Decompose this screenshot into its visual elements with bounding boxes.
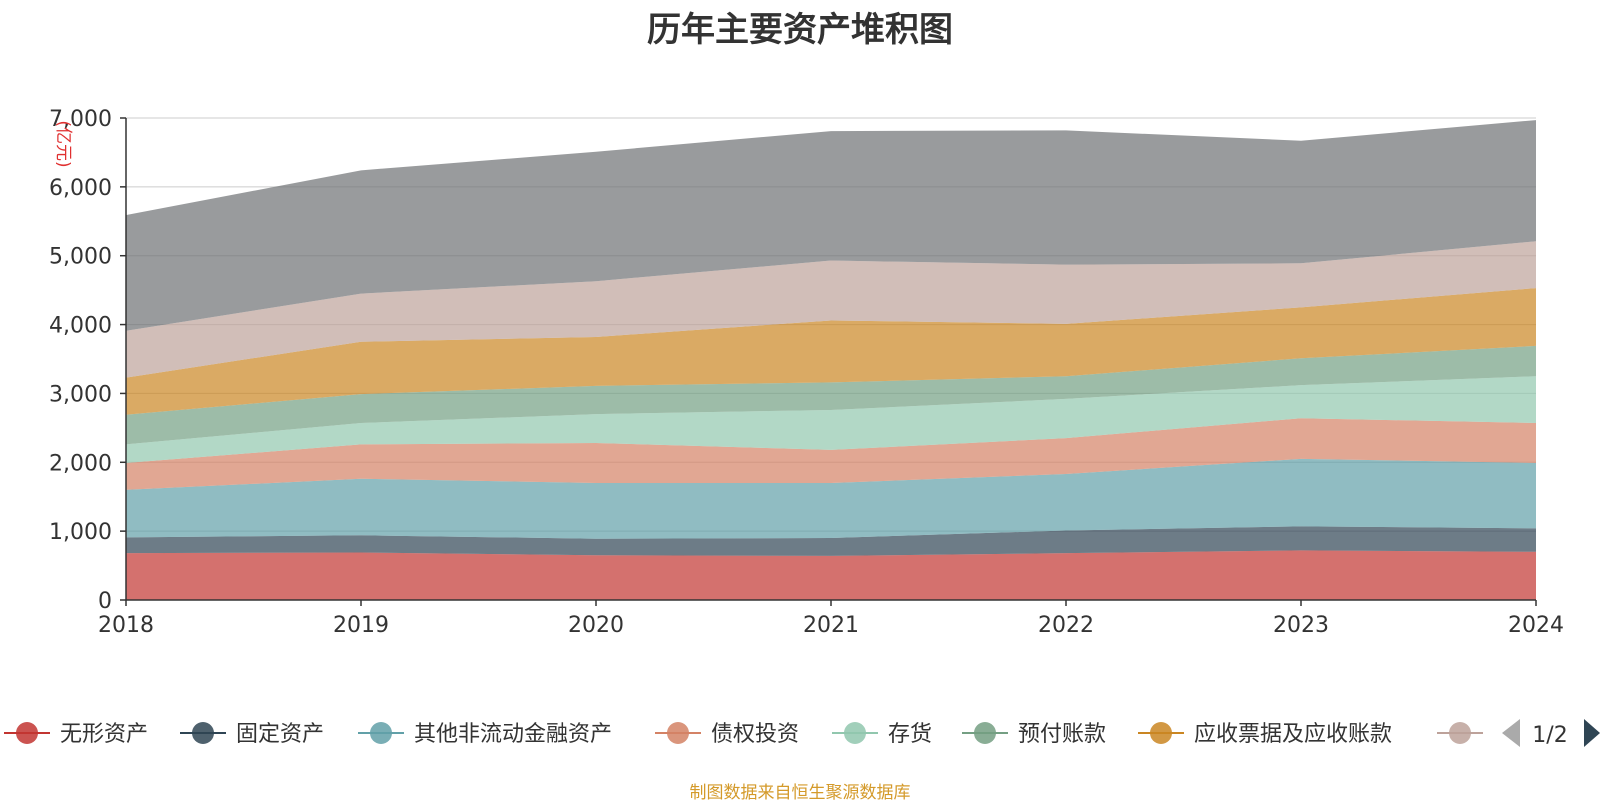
legend-label-3[interactable]: 债权投资: [711, 722, 799, 747]
area-series-5: [126, 345, 1536, 445]
legend-pager: 1/2: [1502, 719, 1600, 748]
legend-label-4[interactable]: 存货: [888, 722, 932, 747]
y-tick-label: 2,000: [49, 451, 112, 476]
legend-marker-6[interactable]: [1150, 722, 1172, 744]
y-tick-label: 5,000: [49, 245, 112, 270]
x-tick-label: 2021: [803, 613, 859, 638]
y-tick-label: 1,000: [49, 520, 112, 545]
legend: 无形资产 固定资产 其他非流动金融资产 债权投资 存货 预付账款 应收票据及应收账款: [4, 722, 1483, 747]
legend-label-1[interactable]: 固定资产: [236, 722, 324, 747]
chart-title: 历年主要资产堆积图: [647, 10, 953, 50]
legend-marker-4[interactable]: [844, 722, 866, 744]
x-tick-label: 2023: [1273, 613, 1329, 638]
area-series-3: [126, 418, 1536, 490]
x-ticks: 2018 2019 2020 2021 2022 2023 2024: [98, 600, 1564, 638]
area-series-8: [126, 120, 1536, 331]
x-tick-label: 2020: [568, 613, 624, 638]
legend-label-6[interactable]: 应收票据及应收账款: [1194, 722, 1392, 747]
y-axis-unit-label: (亿元): [53, 120, 73, 167]
legend-marker-3[interactable]: [667, 722, 689, 744]
x-tick-label: 2024: [1508, 613, 1564, 638]
legend-marker-2[interactable]: [370, 722, 392, 744]
y-tick-label: 7,000: [49, 107, 112, 132]
data-source-note: 制图数据来自恒生聚源数据库: [689, 783, 911, 803]
x-tick-label: 2022: [1038, 613, 1094, 638]
legend-prev-page-icon[interactable]: [1502, 719, 1520, 747]
legend-marker-1[interactable]: [192, 722, 214, 744]
area-series-1: [126, 526, 1536, 556]
legend-marker-5[interactable]: [974, 722, 996, 744]
legend-label-5[interactable]: 预付账款: [1018, 722, 1106, 747]
area-series-4: [126, 376, 1536, 463]
legend-page-indicator: 1/2: [1532, 723, 1567, 748]
legend-label-0[interactable]: 无形资产: [60, 722, 148, 747]
y-tick-label: 4,000: [49, 314, 112, 339]
stacked-areas: [126, 120, 1536, 600]
y-tick-label: 0: [98, 589, 112, 614]
y-ticks: 0 1,000 2,000 3,000 4,000 5,000 6,000 7,000: [49, 107, 126, 614]
area-series-6: [126, 288, 1536, 415]
x-tick-label: 2019: [333, 613, 389, 638]
legend-marker-0[interactable]: [16, 722, 38, 744]
y-tick-label: 6,000: [49, 176, 112, 201]
area-series-2: [126, 458, 1536, 539]
legend-marker-7[interactable]: [1449, 722, 1471, 744]
x-tick-label: 2018: [98, 613, 154, 638]
legend-next-page-icon[interactable]: [1584, 719, 1600, 747]
legend-label-2[interactable]: 其他非流动金融资产: [414, 722, 612, 747]
area-series-0: [126, 550, 1536, 600]
y-tick-label: 3,000: [49, 382, 112, 407]
area-series-7: [126, 241, 1536, 378]
